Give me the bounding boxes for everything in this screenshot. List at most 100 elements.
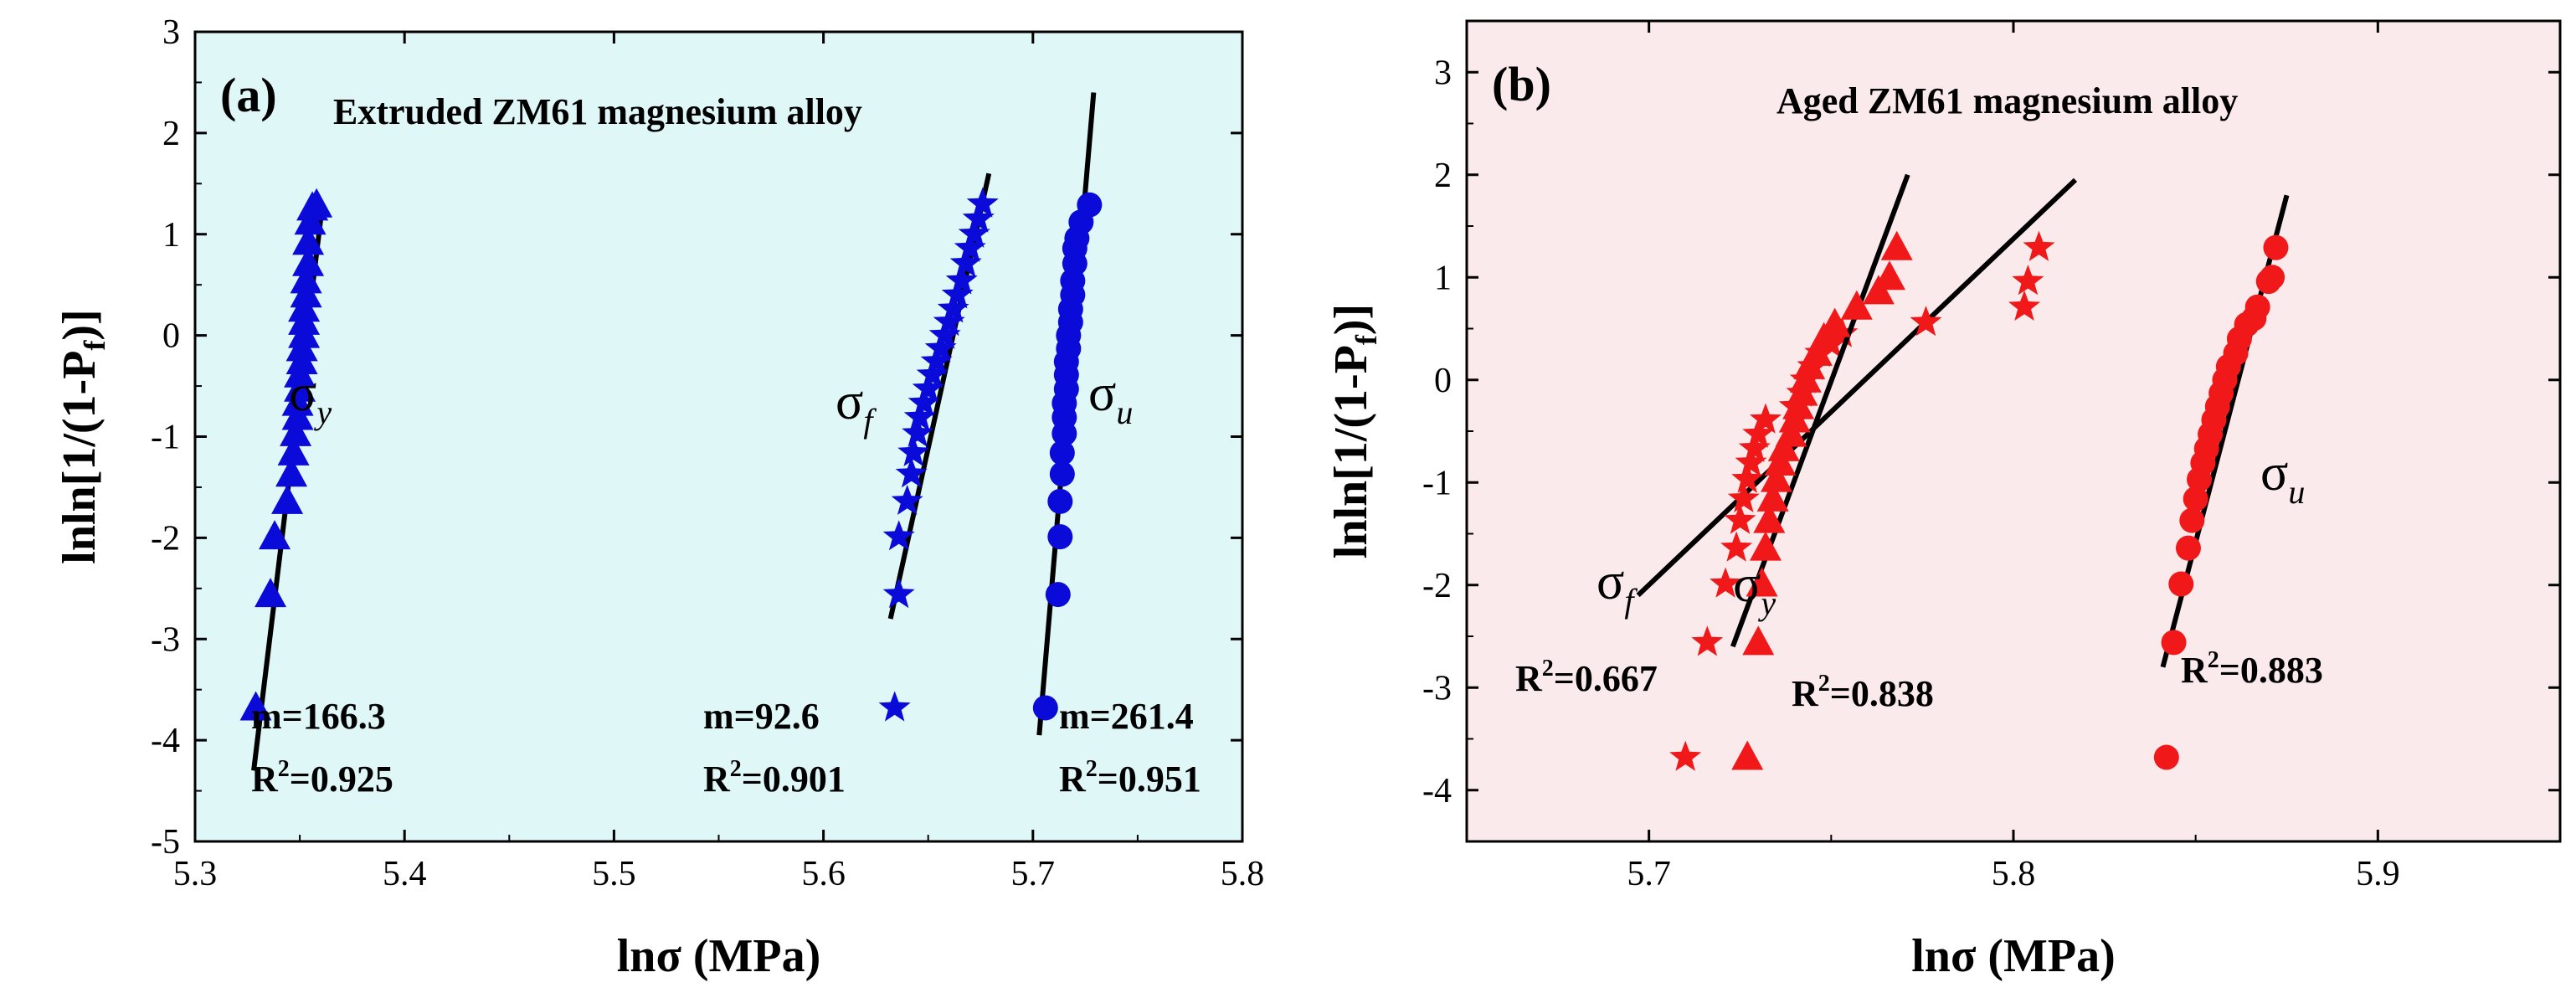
data-point xyxy=(2168,571,2194,597)
x-tick-label: 5.8 xyxy=(1992,855,2036,893)
data-point xyxy=(878,691,911,722)
data-point xyxy=(2012,265,2044,296)
r-squared-r: R xyxy=(1792,673,1819,714)
data-point xyxy=(882,520,915,551)
x-tick-label: 5.5 xyxy=(592,855,636,893)
data-point xyxy=(277,435,310,466)
data-point xyxy=(958,217,990,248)
series-y: σy m=166.3 R2=0.925 xyxy=(239,188,393,800)
y-tick-label: 2 xyxy=(162,115,180,153)
series-label: σy xyxy=(1733,556,1776,622)
series-label-symbol: σ xyxy=(1733,556,1761,613)
y-axis-title-end: )] xyxy=(54,309,105,340)
y-tick-label: -1 xyxy=(151,419,180,457)
r-squared-value: =0.901 xyxy=(742,759,846,800)
data-point xyxy=(1049,440,1075,466)
r-squared-label: R2=0.951 xyxy=(1059,756,1201,800)
data-point xyxy=(1724,503,1756,534)
r-squared-exponent: 2 xyxy=(730,756,742,782)
x-tick-label: 5.4 xyxy=(383,855,427,893)
modulus-label: m=166.3 xyxy=(251,696,386,737)
data-point xyxy=(1032,695,1058,721)
panel-a: 5.3 5.4 5.5 5.6 5.7 5.8 -5 -4 -3 -2 -1 0 1 2 3 lnσ (MPa… xyxy=(54,13,1264,982)
r-squared-r: R xyxy=(1059,759,1087,800)
r-squared-r: R xyxy=(251,759,279,800)
series-f: σfm=92.6R2=0.901 xyxy=(703,172,999,800)
y-tick-label: 0 xyxy=(1434,362,1452,400)
series-label-symbol: σ xyxy=(836,373,863,430)
r-squared-exponent: 2 xyxy=(1542,656,1554,682)
data-point xyxy=(1669,740,1702,771)
data-point xyxy=(259,520,291,550)
data-point xyxy=(1880,230,1913,260)
data-point xyxy=(1691,625,1724,656)
modulus-label: m=261.4 xyxy=(1059,696,1194,737)
data-point xyxy=(292,225,325,255)
data-point xyxy=(2260,265,2285,291)
r-squared-r: R xyxy=(2181,650,2208,691)
data-point xyxy=(937,292,969,323)
data-point xyxy=(895,457,928,488)
data-point xyxy=(255,578,287,608)
data-point xyxy=(924,332,957,363)
data-point xyxy=(897,435,930,466)
data-point xyxy=(2153,744,2179,770)
modulus-label: m=92.6 xyxy=(703,696,820,737)
series-label: σu xyxy=(1088,365,1133,431)
data-point xyxy=(1750,403,1782,434)
data-point xyxy=(239,691,272,721)
data-point xyxy=(2008,290,2041,321)
axis-ticks: 5.7 5.8 5.9 -4 -3 -2 -1 0 1 2 3 xyxy=(1422,21,2560,893)
data-point xyxy=(2175,535,2201,561)
data-point xyxy=(1047,524,1073,550)
data-point xyxy=(2263,234,2289,260)
r-squared-exponent: 2 xyxy=(2208,647,2219,673)
series-u: σu R2=0.883 xyxy=(2153,194,2323,770)
plot-frame xyxy=(1465,19,2562,843)
y-tick-label: -1 xyxy=(1422,464,1452,502)
r-squared-label: R2=0.925 xyxy=(251,756,393,800)
data-point xyxy=(1761,462,1793,492)
y-tick-label: -3 xyxy=(1422,669,1452,707)
x-tick-label: 5.7 xyxy=(1627,855,1671,893)
series-label-subscript: u xyxy=(2288,473,2305,511)
data-point xyxy=(2183,486,2208,512)
data-point xyxy=(891,484,923,515)
r-squared-r: R xyxy=(703,759,731,800)
x-tick-label: 5.8 xyxy=(1221,855,1265,893)
y-tick-label: 3 xyxy=(1434,54,1452,92)
data-point xyxy=(928,318,961,349)
r-squared-value: =0.883 xyxy=(2219,650,2323,691)
data-point xyxy=(1731,740,1764,770)
data-point xyxy=(945,264,978,295)
panel-label: (b) xyxy=(1492,57,1551,111)
data-point xyxy=(1756,481,1789,512)
x-axis-title: lnσ (MPa) xyxy=(617,930,821,982)
data-point xyxy=(902,416,934,448)
data-point xyxy=(1727,481,1760,512)
r-squared-exponent: 2 xyxy=(1818,671,1830,697)
r-squared-value: =0.667 xyxy=(1554,658,1658,699)
data-point xyxy=(301,188,333,218)
y-axis-title-main: lnln[1/(1-P xyxy=(54,351,105,564)
data-point xyxy=(1738,431,1771,462)
data-point xyxy=(1753,503,1786,533)
y-tick-label: 2 xyxy=(1434,157,1452,195)
x-tick-label: 5.7 xyxy=(1011,855,1056,893)
data-point xyxy=(1077,192,1103,218)
data-point xyxy=(912,372,944,403)
y-tick-label: -4 xyxy=(151,722,180,760)
series-label-subscript: y xyxy=(1757,584,1776,622)
data-point xyxy=(1840,290,1873,320)
series-label-subscript: y xyxy=(313,394,332,431)
data-point xyxy=(292,246,325,276)
r-squared-r: R xyxy=(1515,658,1543,699)
data-point xyxy=(1873,260,1905,291)
r-squared-exponent: 2 xyxy=(1086,756,1098,782)
data-point xyxy=(1047,488,1073,514)
y-axis-title-end: )] xyxy=(1325,304,1377,335)
data-point xyxy=(1735,446,1767,477)
y-axis-title: lnln[1/(1-Pf)] xyxy=(54,309,111,563)
y-tick-label: 3 xyxy=(162,13,180,52)
